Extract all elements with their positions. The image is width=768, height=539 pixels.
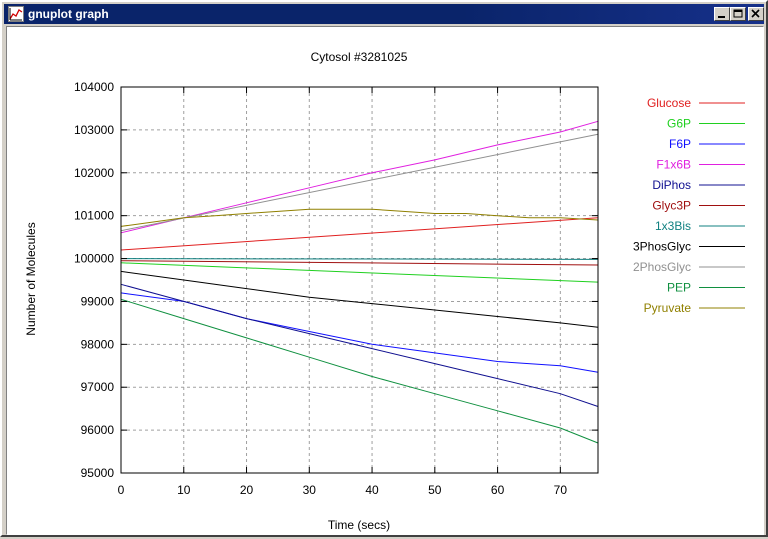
legend-label: Glucose: [647, 96, 691, 110]
legend-label: 3PhosGlyc: [633, 240, 691, 254]
close-button[interactable]: [748, 7, 764, 21]
maximize-button[interactable]: [730, 7, 746, 21]
series-line-f6p: [120, 292, 599, 373]
window-title: gnuplot graph: [28, 7, 109, 21]
y-tick-label: 103000: [74, 123, 114, 137]
y-tick-label: 101000: [74, 209, 114, 223]
minimize-icon: [718, 16, 725, 18]
graph-area: Cytosol #3281025 Time (secs) Number of M…: [6, 26, 764, 535]
legend-label: DiPhos: [652, 178, 691, 192]
series-line-pyruvate: [120, 208, 599, 227]
y-tick-label: 102000: [74, 166, 114, 180]
y-tick-label: 104000: [74, 80, 114, 94]
legend-label: PEP: [667, 281, 691, 295]
legend-label: 1x3Bis: [655, 219, 691, 233]
y-tick-label: 95000: [81, 466, 115, 480]
x-tick-label: 40: [365, 483, 379, 497]
series-line-3phosglyc: [120, 270, 599, 328]
minimize-button[interactable]: [714, 7, 730, 21]
x-tick-label: 30: [303, 483, 317, 497]
y-tick-label: 96000: [81, 423, 115, 437]
x-tick-label: 0: [118, 483, 125, 497]
series-line-diphos: [120, 283, 599, 407]
series-line-glucose: [120, 217, 599, 251]
y-tick-label: 100000: [74, 252, 114, 266]
legend-label: F1x6B: [656, 158, 691, 172]
plot-frame: [120, 86, 599, 474]
gnuplot-icon: [8, 6, 24, 22]
y-axis-label: Number of Molecules: [24, 222, 38, 335]
series-lines: [120, 120, 599, 444]
series-line-g6p: [120, 262, 599, 283]
legend-label: F6P: [669, 137, 691, 151]
series-line-glyc3p: [120, 260, 599, 266]
maximize-icon: [733, 9, 743, 18]
legend: Glucose G6P F6P F1x6B DiPhos Glyc3P 1x3Bis 3Pho…: [633, 96, 745, 315]
series-line-pep: [120, 298, 599, 444]
legend-label: Pyruvate: [644, 301, 692, 315]
legend-label: 2PhosGlyc: [633, 260, 691, 274]
close-icon: [751, 9, 760, 18]
x-tick-label: 70: [554, 483, 568, 497]
molecule-count-chart: Cytosol #3281025 Time (secs) Number of M…: [24, 50, 745, 532]
series-line-2phosglyc: [120, 133, 599, 232]
series-line-f1x6b: [120, 120, 599, 234]
y-tick-label: 98000: [81, 337, 115, 351]
legend-label: G6P: [667, 117, 691, 131]
x-tick-label: 60: [491, 483, 505, 497]
grid: [121, 87, 598, 473]
x-tick-label: 50: [428, 483, 442, 497]
legend-label: Glyc3P: [652, 199, 691, 213]
series-line-1x3bis: [120, 258, 599, 260]
title-bar[interactable]: gnuplot graph: [4, 4, 764, 24]
x-tick-label: 20: [240, 483, 254, 497]
y-tick-label: 97000: [81, 380, 115, 394]
x-axis-label: Time (secs): [328, 518, 390, 532]
y-tick-label: 99000: [81, 294, 115, 308]
chart-title: Cytosol #3281025: [311, 50, 408, 64]
x-tick-label: 10: [177, 483, 191, 497]
axis-ticks: 0 10 20 30 40 50 60 70 95000 96000 97000 98000 99000…: [74, 80, 598, 497]
